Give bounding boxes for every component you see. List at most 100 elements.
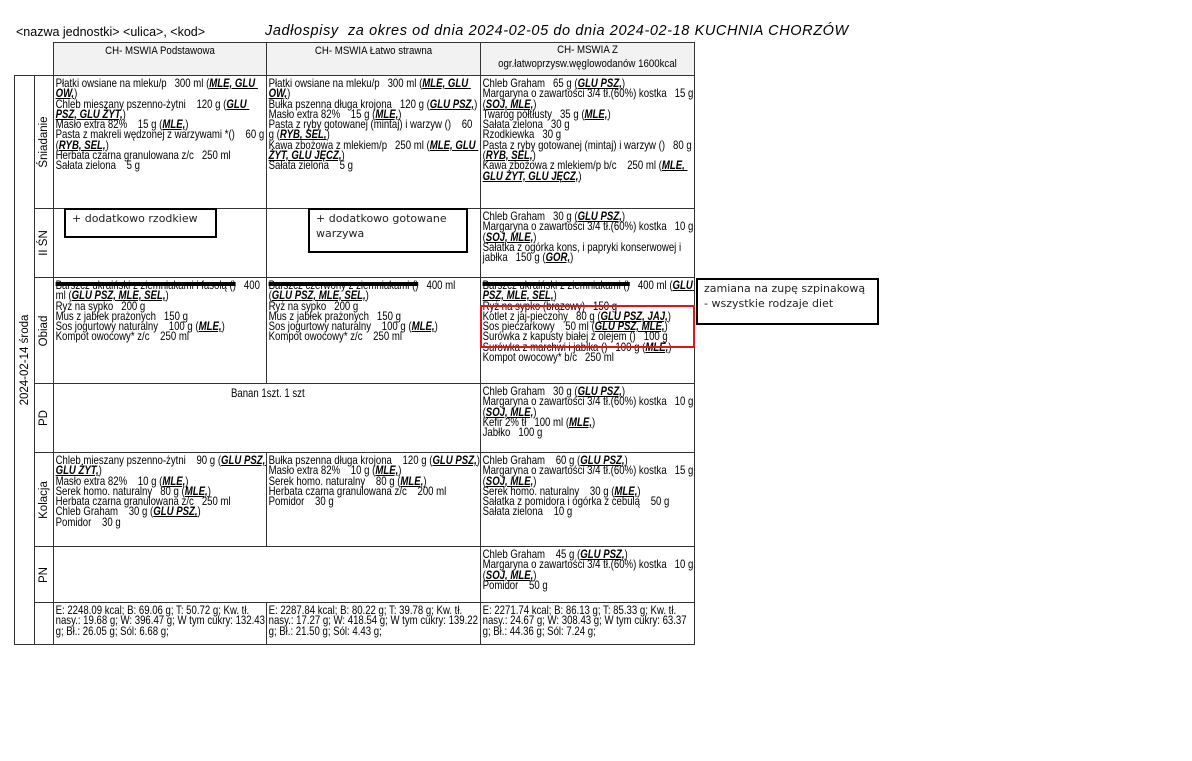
allergens: GLU PSZ, xyxy=(577,384,622,398)
meal-row: PN Chleb Graham 45 g (GLU PSZ,) Margaryna … xyxy=(15,546,695,603)
menu-cell: Bułka pszenna długa krojona 120 g (GLU P… xyxy=(266,452,481,547)
note-box: zamiana na zupę szpinakową - wszystkie r… xyxy=(696,278,879,325)
date-label: 2024-02-14 środa xyxy=(18,314,31,406)
item-text: Ryż na sypko 200 g xyxy=(55,298,146,313)
allergens: GLU PSZ, JAJ, xyxy=(600,308,668,323)
allergens: MLE, GLU ŻYT, GLU JĘCZ, xyxy=(482,158,688,183)
item-text: Margaryna o zawartości 3/4 tł.(60%) kost… xyxy=(482,557,694,572)
item-text: 400 ml xyxy=(629,278,667,292)
item-text: Płatki owsiane na mleku/p 300 ml xyxy=(55,76,204,90)
menu-item: Sałata zielona 10 g xyxy=(483,505,694,517)
note-box: + dodatkowo rzodkiew xyxy=(64,208,217,238)
allergens: MLE, GLU OW, xyxy=(268,76,471,101)
menu-cell: E: 2287.84 kcal; B: 80.22 g; T: 39.78 g;… xyxy=(266,602,481,645)
menu-item: Pasta z makreli wędzonej z warzywami *()… xyxy=(55,127,265,152)
menu-item: Chleb Graham 45 g (GLU PSZ,) xyxy=(482,547,628,561)
menu-item: Mus z jabłek prażonych 150 g xyxy=(56,310,266,322)
allergens: MLE, xyxy=(614,483,638,498)
item-text: Ryż na sypko 200 g xyxy=(268,298,359,313)
menu-cell: Barszcz ukraiński z ziemniakami () 400 m… xyxy=(480,277,695,384)
menu-item: Masło extra 82% 15 g (MLE,) xyxy=(268,106,402,121)
menu-item: Pomidor 30 g xyxy=(55,514,266,529)
item-text: Masło extra 82% 10 g xyxy=(55,473,157,488)
item-text: Chleb Graham 45 g xyxy=(482,547,575,561)
item-text: Sałata zielona 5 g xyxy=(268,158,353,173)
menu-item: Barszcz ukraiński z ziemniakami i fasolą… xyxy=(55,278,263,303)
menu-item: Bułka pszenna długa krojona 120 g (GLU P… xyxy=(268,453,480,467)
blank-corner xyxy=(15,43,54,76)
page-title: Jadłospisy za okres od dnia 2024-02-05 d… xyxy=(265,23,849,39)
menu-item: Herbata czarna granulowana z/c 200 ml xyxy=(269,485,480,497)
allergens: SOJ, MLE, xyxy=(485,567,534,582)
allergens: GLU PSZ, xyxy=(580,453,625,467)
item-text: E: 2287.84 kcal; B: 80.22 g; T: 39.78 g;… xyxy=(268,603,481,638)
meal-label-cell: Obiad xyxy=(34,277,54,384)
menu-item: E: 2287.84 kcal; B: 80.22 g; T: 39.78 g;… xyxy=(268,603,481,638)
menu-item: Sos jogurtowy naturalny 100 g (MLE,) xyxy=(268,319,438,334)
item-text: Masło extra 82% 15 g xyxy=(55,117,157,132)
item-text: Sałatka z ogórka kons, i papryki konserw… xyxy=(482,239,684,265)
item-text: Chleb Graham 30 g xyxy=(482,209,572,223)
menu-item: Kefir 2% tł 100 ml (MLE,) xyxy=(482,414,596,429)
item-text: 400 ml xyxy=(418,278,456,292)
allergens: GLU PSZ, xyxy=(432,453,477,467)
item-text: Chleb mieszany pszenno-żytni 90 g xyxy=(55,453,216,467)
item-text: Chleb Graham 65 g xyxy=(482,76,572,90)
item-text: Sos pieczarkowy 50 ml xyxy=(482,319,589,334)
menu-item: Sos pieczarkowy 50 ml (GLU PSZ, MLE,) xyxy=(482,319,668,334)
menu-cell: Chleb Graham 65 g (GLU PSZ,) Margaryna o … xyxy=(480,75,695,209)
meal-label: II ŚN xyxy=(38,230,50,256)
item-text: E: 2248.09 kcal; B: 69.06 g; T: 50.72 g;… xyxy=(55,603,265,638)
item-text: Twaróg półtłusty 35 g xyxy=(482,106,579,121)
menu-item: Barszcz czerwony z ziemniakami () 400 ml… xyxy=(268,278,458,303)
item-text: Chleb Graham 30 g xyxy=(55,504,148,519)
menu-item: Kompot owocowy* z/c 250 ml xyxy=(55,329,266,344)
item-text: Pomidor 30 g xyxy=(55,514,121,529)
menu-item: Chleb mieszany pszenno-żytni 90 g (GLU P… xyxy=(55,453,266,478)
menu-cell: Chleb Graham 30 g (GLU PSZ,) Margaryna o … xyxy=(480,208,695,278)
allergens: MLE, xyxy=(162,473,186,488)
menu-cell: Płatki owsiane na mleku/p 300 ml (MLE, G… xyxy=(266,75,481,209)
meal-row: Obiad Barszcz ukraiński z ziemniakami i f… xyxy=(15,277,695,384)
menu-item: Herbata czarna granulowana z/c 250 ml xyxy=(56,149,266,161)
item-text: Chleb Graham 30 g xyxy=(482,384,572,398)
meal-label: PD xyxy=(38,410,50,426)
allergens: GOR, xyxy=(545,250,571,265)
item-text: Rzodkiewka 30 g xyxy=(482,127,562,142)
allergens: MLE, xyxy=(184,483,208,498)
menu-item: Sałata zielona 5 g xyxy=(268,158,480,173)
unit-header: <nazwa jednostki> <ulica>, <kod> xyxy=(16,25,206,39)
item-text: Kotlet z jaj-pieczony 80 g xyxy=(482,308,595,323)
item-text: Pasta z makreli wędzonej z warzywami *()… xyxy=(55,127,265,142)
allergens: MLE, xyxy=(400,473,424,488)
item-text: Sos jogurtowy naturalny 100 g xyxy=(268,319,406,334)
item-text: Margaryna o zawartości 3/4 tł.(60%) kost… xyxy=(482,86,694,101)
item-text: Sałatka z pomidora i ogórka z cebulą 50 … xyxy=(482,494,670,509)
meal-row: E: 2248.09 kcal; B: 69.06 g; T: 50.72 g;… xyxy=(15,602,695,645)
allergens: MLE, xyxy=(375,106,399,121)
menu-item: Ryż na sypko 200 g xyxy=(268,298,480,313)
struck-text: Barszcz czerwony z ziemniakami () xyxy=(268,278,419,292)
item-text: Kompot owocowy* b/c 250 ml xyxy=(482,350,614,365)
menu-item: Serek homo. naturalny 80 g (MLE,) xyxy=(55,483,211,498)
item-text: Kompot owocowy* z/c 250 ml xyxy=(55,329,189,344)
menu-item: Margaryna o zawartości 3/4 tł.(60%) kost… xyxy=(482,86,694,111)
item-text: Pomidor 50 g xyxy=(482,577,548,592)
item-text: Jabłko 100 g xyxy=(482,425,543,440)
menu-item: Pasta z ryby gotowanej (mintaj) i warzyw… xyxy=(268,117,476,142)
item-text: Serek homo. naturalny 80 g xyxy=(268,473,395,488)
menu-cell-merged: Banan 1szt. 1 szt xyxy=(53,383,481,453)
item-text: Kompot owocowy* z/c 250 ml xyxy=(268,329,402,344)
item-text: Sos jogurtowy naturalny 100 g xyxy=(55,319,193,334)
item-text: Pomidor 30 g xyxy=(268,494,334,509)
allergens: GLU PSZ, xyxy=(153,504,198,519)
item-text: Margaryna o zawartości 3/4 tł.(60%) kost… xyxy=(482,463,694,478)
menu-cell: Chleb Graham 60 g (GLU PSZ,) Margaryna o … xyxy=(480,452,695,547)
meal-label-cell: Kolacja xyxy=(34,452,54,547)
allergens: GLU PSZ, GLU ŻYT, xyxy=(55,453,266,478)
menu-item: Sałatka z pomidora i ogórka z cebulą 50 … xyxy=(482,494,694,509)
meal-label-cell: II ŚN xyxy=(34,208,54,278)
menu-cell: Płatki owsiane na mleku/p 300 ml (MLE, G… xyxy=(53,75,267,209)
item-text: Margaryna o zawartości 3/4 tł.(60%) kost… xyxy=(482,394,694,409)
menu-item: Pomidor 30 g xyxy=(268,494,480,509)
